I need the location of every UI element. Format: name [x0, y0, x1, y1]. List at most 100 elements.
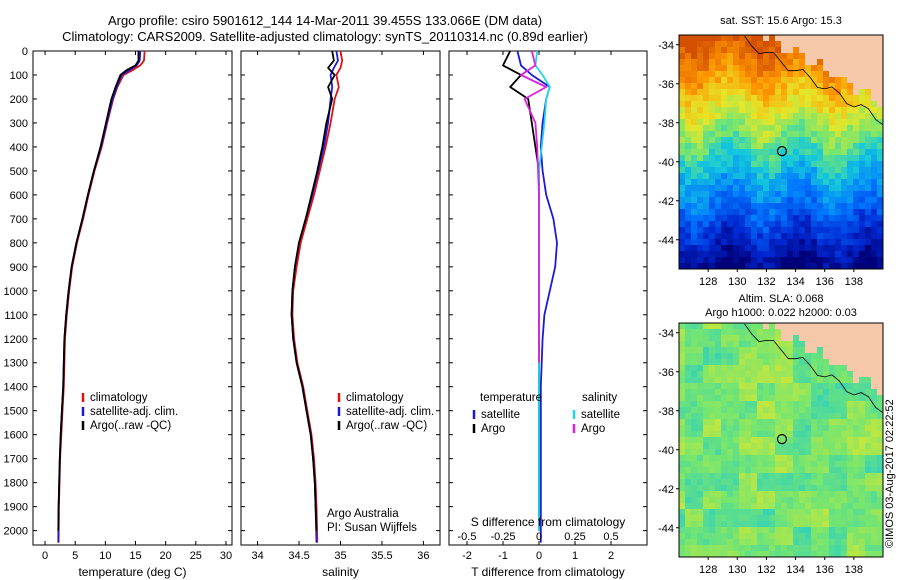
map-cell	[811, 473, 817, 479]
map-cell	[709, 377, 715, 383]
map-cell	[865, 149, 871, 155]
map-cell	[859, 137, 865, 143]
map-cell	[733, 143, 739, 149]
map-cell	[721, 341, 727, 347]
map-cell	[739, 77, 745, 83]
map-cell	[799, 77, 805, 83]
map-cell	[877, 131, 883, 137]
map-cell	[727, 479, 733, 485]
map-cell	[733, 137, 739, 143]
map-cell	[703, 257, 709, 263]
map-cell	[811, 437, 817, 443]
map-cell	[799, 377, 805, 383]
map-cell	[679, 197, 685, 203]
map-cell	[865, 359, 871, 365]
map-cell	[709, 167, 715, 173]
map-cell	[829, 71, 835, 77]
map-cell	[709, 215, 715, 221]
map-cell	[787, 113, 793, 119]
map-cell	[703, 83, 709, 89]
map-cell	[733, 53, 739, 59]
map-cell	[799, 251, 805, 257]
map-cell	[853, 485, 859, 491]
map-cell	[787, 527, 793, 533]
map-cell	[817, 167, 823, 173]
map-cell	[763, 77, 769, 83]
map-cell	[751, 173, 757, 179]
map-cell	[757, 47, 763, 53]
map-cell	[859, 359, 865, 365]
map-cell	[739, 149, 745, 155]
map-cell	[871, 371, 877, 377]
map-cell	[727, 215, 733, 221]
x-axis-label: T difference from climatology	[471, 565, 625, 579]
map-cell	[823, 335, 829, 341]
map-cell	[871, 377, 877, 383]
map-cell	[709, 209, 715, 215]
map-cell	[835, 401, 841, 407]
map-cell	[793, 437, 799, 443]
map-cell	[775, 515, 781, 521]
map-cell	[763, 209, 769, 215]
map-cell	[745, 101, 751, 107]
map-cell	[709, 509, 715, 515]
map-cell	[679, 149, 685, 155]
map-cell	[853, 233, 859, 239]
map-cell	[817, 479, 823, 485]
map-cell	[763, 365, 769, 371]
map-cell	[847, 395, 853, 401]
map-cell	[775, 503, 781, 509]
map-cell	[757, 113, 763, 119]
map-cell	[703, 137, 709, 143]
map-cell	[733, 65, 739, 71]
map-cell	[739, 461, 745, 467]
map-cell	[823, 155, 829, 161]
map-cell	[679, 95, 685, 101]
map-cell	[871, 455, 877, 461]
map-cell	[745, 443, 751, 449]
map-cell	[721, 263, 727, 269]
map-cell	[865, 101, 871, 107]
map-x-tick-label: 128	[699, 564, 717, 576]
map-cell	[865, 191, 871, 197]
y-tick-label: 900	[10, 262, 28, 274]
x-axis-label: salinity	[322, 565, 359, 579]
map-cell	[871, 179, 877, 185]
map-cell	[847, 83, 853, 89]
map-cell	[721, 143, 727, 149]
map-cell	[703, 35, 709, 41]
map-cell	[793, 71, 799, 77]
map-cell	[829, 185, 835, 191]
map-cell	[799, 395, 805, 401]
map-cell	[721, 59, 727, 65]
map-cell	[775, 401, 781, 407]
map-cell	[679, 455, 685, 461]
map-cell	[727, 59, 733, 65]
map-cell	[763, 539, 769, 545]
map-cell	[769, 209, 775, 215]
map-cell	[811, 449, 817, 455]
map-cell	[763, 95, 769, 101]
map-cell	[679, 107, 685, 113]
map-cell	[733, 371, 739, 377]
map-cell	[697, 65, 703, 71]
map-cell	[799, 203, 805, 209]
map-cell	[805, 473, 811, 479]
map-cell	[841, 107, 847, 113]
profile-panel-2: 34 34.5 35 35.5 36salinityclimatologysatelli…	[240, 50, 441, 579]
map-cell	[691, 437, 697, 443]
map-cell	[745, 467, 751, 473]
y-tick-label: 400	[10, 142, 28, 154]
map-cell	[769, 245, 775, 251]
map-cell	[703, 485, 709, 491]
map-cell	[763, 185, 769, 191]
map-cell	[823, 347, 829, 353]
map-cell	[757, 155, 763, 161]
map-cell	[859, 215, 865, 221]
map-cell	[835, 461, 841, 467]
map-cell	[829, 485, 835, 491]
map-cell	[769, 401, 775, 407]
map-cell	[745, 551, 751, 557]
map-cell	[859, 245, 865, 251]
map-cell	[817, 401, 823, 407]
